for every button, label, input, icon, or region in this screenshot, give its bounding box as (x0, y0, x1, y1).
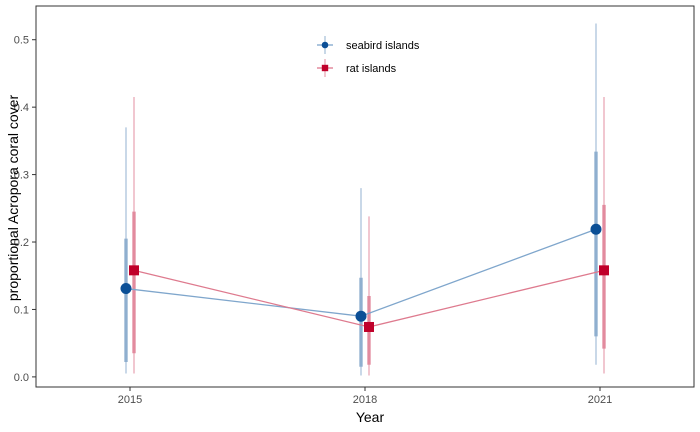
y-tick-label: 0.5 (14, 35, 29, 47)
y-tick-label: 0.2 (14, 237, 29, 249)
y-tick-label: 0.3 (14, 170, 29, 182)
y-tick-label: 0.0 (14, 372, 29, 384)
x-tick-label: 2021 (588, 394, 612, 406)
data-point (355, 310, 367, 322)
legend: seabird islands rat islands (317, 36, 420, 77)
interval-bars (124, 23, 606, 376)
data-point (590, 223, 602, 235)
data-point (599, 265, 609, 276)
legend-label: seabird islands (346, 40, 420, 52)
legend-marker (321, 41, 329, 49)
legend-label: rat islands (346, 63, 397, 75)
series-markers (120, 223, 609, 332)
legend-marker (321, 64, 329, 72)
data-point (120, 283, 132, 295)
data-point (364, 321, 374, 332)
y-tick-label: 0.1 (14, 304, 29, 316)
x-axis-title: Year (356, 409, 385, 425)
x-tick-label: 2018 (353, 394, 377, 406)
x-tick-label: 2015 (118, 394, 142, 406)
y-tick-label: 0.4 (14, 102, 29, 114)
x-axis: 2015 2018 2021 (118, 387, 612, 406)
y-axis: 0.0 0.1 0.2 0.3 0.4 0.5 (14, 35, 36, 384)
y-axis-title: proportional Acropora coral cover (5, 95, 21, 302)
data-point (129, 265, 139, 276)
